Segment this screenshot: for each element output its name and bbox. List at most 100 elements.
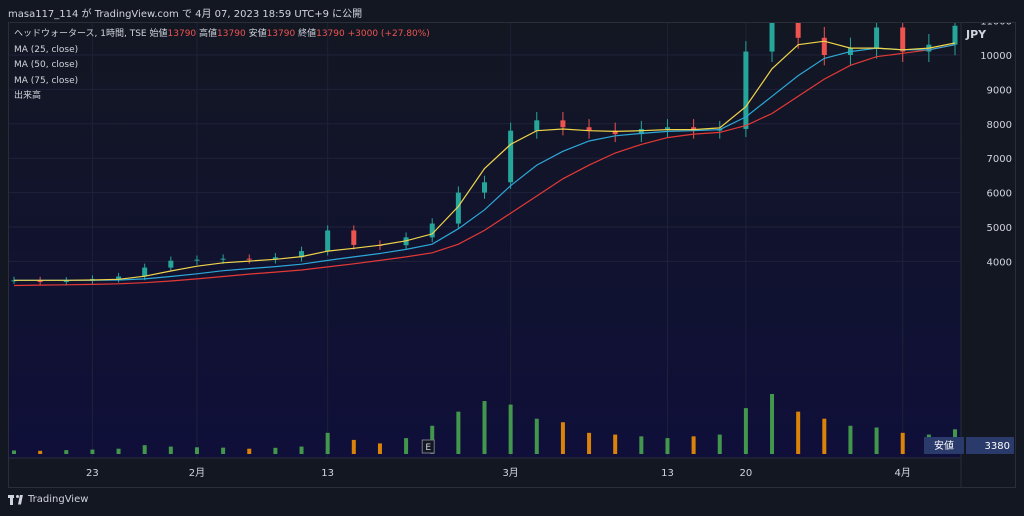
volume-bar <box>64 450 69 454</box>
volume-bar <box>377 443 382 454</box>
volume-bar <box>508 404 513 454</box>
candle-body <box>612 130 618 135</box>
price-tick-label: 4000 <box>987 257 1012 268</box>
candle-body <box>769 22 775 52</box>
volume-bar <box>848 425 853 454</box>
chart-frame <box>8 22 1016 488</box>
low-tag-value-box <box>966 437 1014 454</box>
volume-bar <box>665 438 670 454</box>
date-tick-label: 4月 <box>895 467 911 479</box>
date-tick-label: 23 <box>86 468 99 479</box>
price-tick-label: 6000 <box>987 189 1012 200</box>
candle-body <box>246 258 252 260</box>
candle-body <box>37 280 43 283</box>
candle-body <box>952 25 958 45</box>
low-tag-value: 3380 <box>985 441 1010 452</box>
volume-bar <box>325 432 330 454</box>
candle-body <box>795 22 801 38</box>
candle-body <box>116 276 122 279</box>
change-value: +3000 (+27.80%) <box>347 29 430 39</box>
date-tick-label: 20 <box>740 468 753 479</box>
price-tick-label: 8000 <box>987 120 1012 131</box>
volume-bar <box>691 436 696 454</box>
chart-legend: ヘッドウォータース, 1時間, TSE 始値13790 高値13790 安値13… <box>14 27 430 105</box>
tradingview-footer: TradingView <box>8 494 88 505</box>
publish-info: masa117_114 が TradingView.com で 4月 07, 2… <box>8 9 363 20</box>
volume-bar <box>534 418 539 454</box>
candle-body <box>299 251 305 258</box>
volume-bar <box>874 427 879 454</box>
ma25-label[interactable]: MA (25, close) <box>14 44 79 55</box>
ma75-label[interactable]: MA (75, close) <box>14 75 79 86</box>
candle-body <box>664 127 670 129</box>
volume-bar <box>90 449 95 454</box>
ma75-line <box>13 44 956 287</box>
candle-body <box>691 127 697 131</box>
volume-bar <box>456 411 461 454</box>
volume-bar <box>116 448 121 454</box>
price-tick-label: 7000 <box>987 154 1012 165</box>
ma50-line <box>14 44 956 281</box>
volume-bar <box>743 408 748 454</box>
candle-body <box>534 120 540 131</box>
volume-bar <box>822 418 827 454</box>
legend-ohlc: ヘッドウォータース, 1時間, TSE 始値13790 高値13790 安値13… <box>14 29 430 39</box>
candle-body <box>429 223 435 238</box>
candle-body <box>638 128 644 135</box>
candle-body <box>874 27 880 49</box>
volume-bar <box>639 436 644 454</box>
volume-bar <box>194 447 199 454</box>
volume-bar <box>587 432 592 454</box>
candle-body <box>220 258 226 260</box>
candle-body <box>508 130 514 183</box>
earnings-marker-box <box>421 439 435 454</box>
tradingview-logo-icon <box>8 494 24 505</box>
candle-body <box>586 127 592 131</box>
low-tag-box <box>924 437 964 454</box>
candle-body <box>142 267 148 277</box>
volume-bar <box>12 450 16 454</box>
publish-header: masa117_114 が TradingView.com で 4月 07, 2… <box>0 0 1024 22</box>
volume-bar <box>221 447 226 454</box>
price-tick-label: 5000 <box>987 223 1012 234</box>
volume-bar <box>796 411 801 454</box>
volume-label[interactable]: 出来高 <box>14 91 42 101</box>
candle-body <box>455 192 461 224</box>
candle-body <box>168 260 174 268</box>
candle-body <box>351 230 357 245</box>
volume-bar <box>717 434 722 454</box>
volume-bar <box>38 450 43 454</box>
volume-bar <box>404 438 409 454</box>
date-tick-label: 3月 <box>502 467 518 479</box>
low-tag-label: 安値 <box>934 439 954 452</box>
ma25-line <box>14 40 956 281</box>
candle-body <box>272 257 278 260</box>
candle-body <box>743 51 749 129</box>
volume-bar <box>351 439 356 454</box>
volume-bar <box>613 434 618 454</box>
candle-body <box>482 182 487 193</box>
plot-area <box>8 22 961 458</box>
volume-bar <box>900 432 905 454</box>
volume-bar <box>560 422 565 454</box>
price-tick-label: 9000 <box>987 85 1012 96</box>
candle-body <box>560 120 566 128</box>
volume-bar <box>482 401 487 454</box>
candle-body <box>325 230 331 252</box>
brand-label: TradingView <box>28 494 89 505</box>
currency-label: JPY <box>965 28 987 41</box>
date-tick-label: 2月 <box>189 467 205 479</box>
candle-body <box>821 37 827 55</box>
date-tick-label: 13 <box>321 468 334 479</box>
volume-bar <box>168 446 173 454</box>
ma50-label[interactable]: MA (50, close) <box>14 60 79 70</box>
price-tick-label: 10000 <box>980 51 1012 62</box>
price-chart[interactable]: 1500013000120001100010000900080007000600… <box>8 22 1016 488</box>
volume-bar <box>247 448 252 454</box>
candle-body <box>194 259 200 261</box>
date-tick-label: 13 <box>661 468 674 479</box>
price-tick-label: 11000 <box>980 22 1012 28</box>
earnings-marker: E <box>425 443 431 453</box>
candle-body <box>63 280 69 283</box>
symbol-label[interactable]: ヘッドウォータース, 1時間, TSE <box>14 29 147 39</box>
